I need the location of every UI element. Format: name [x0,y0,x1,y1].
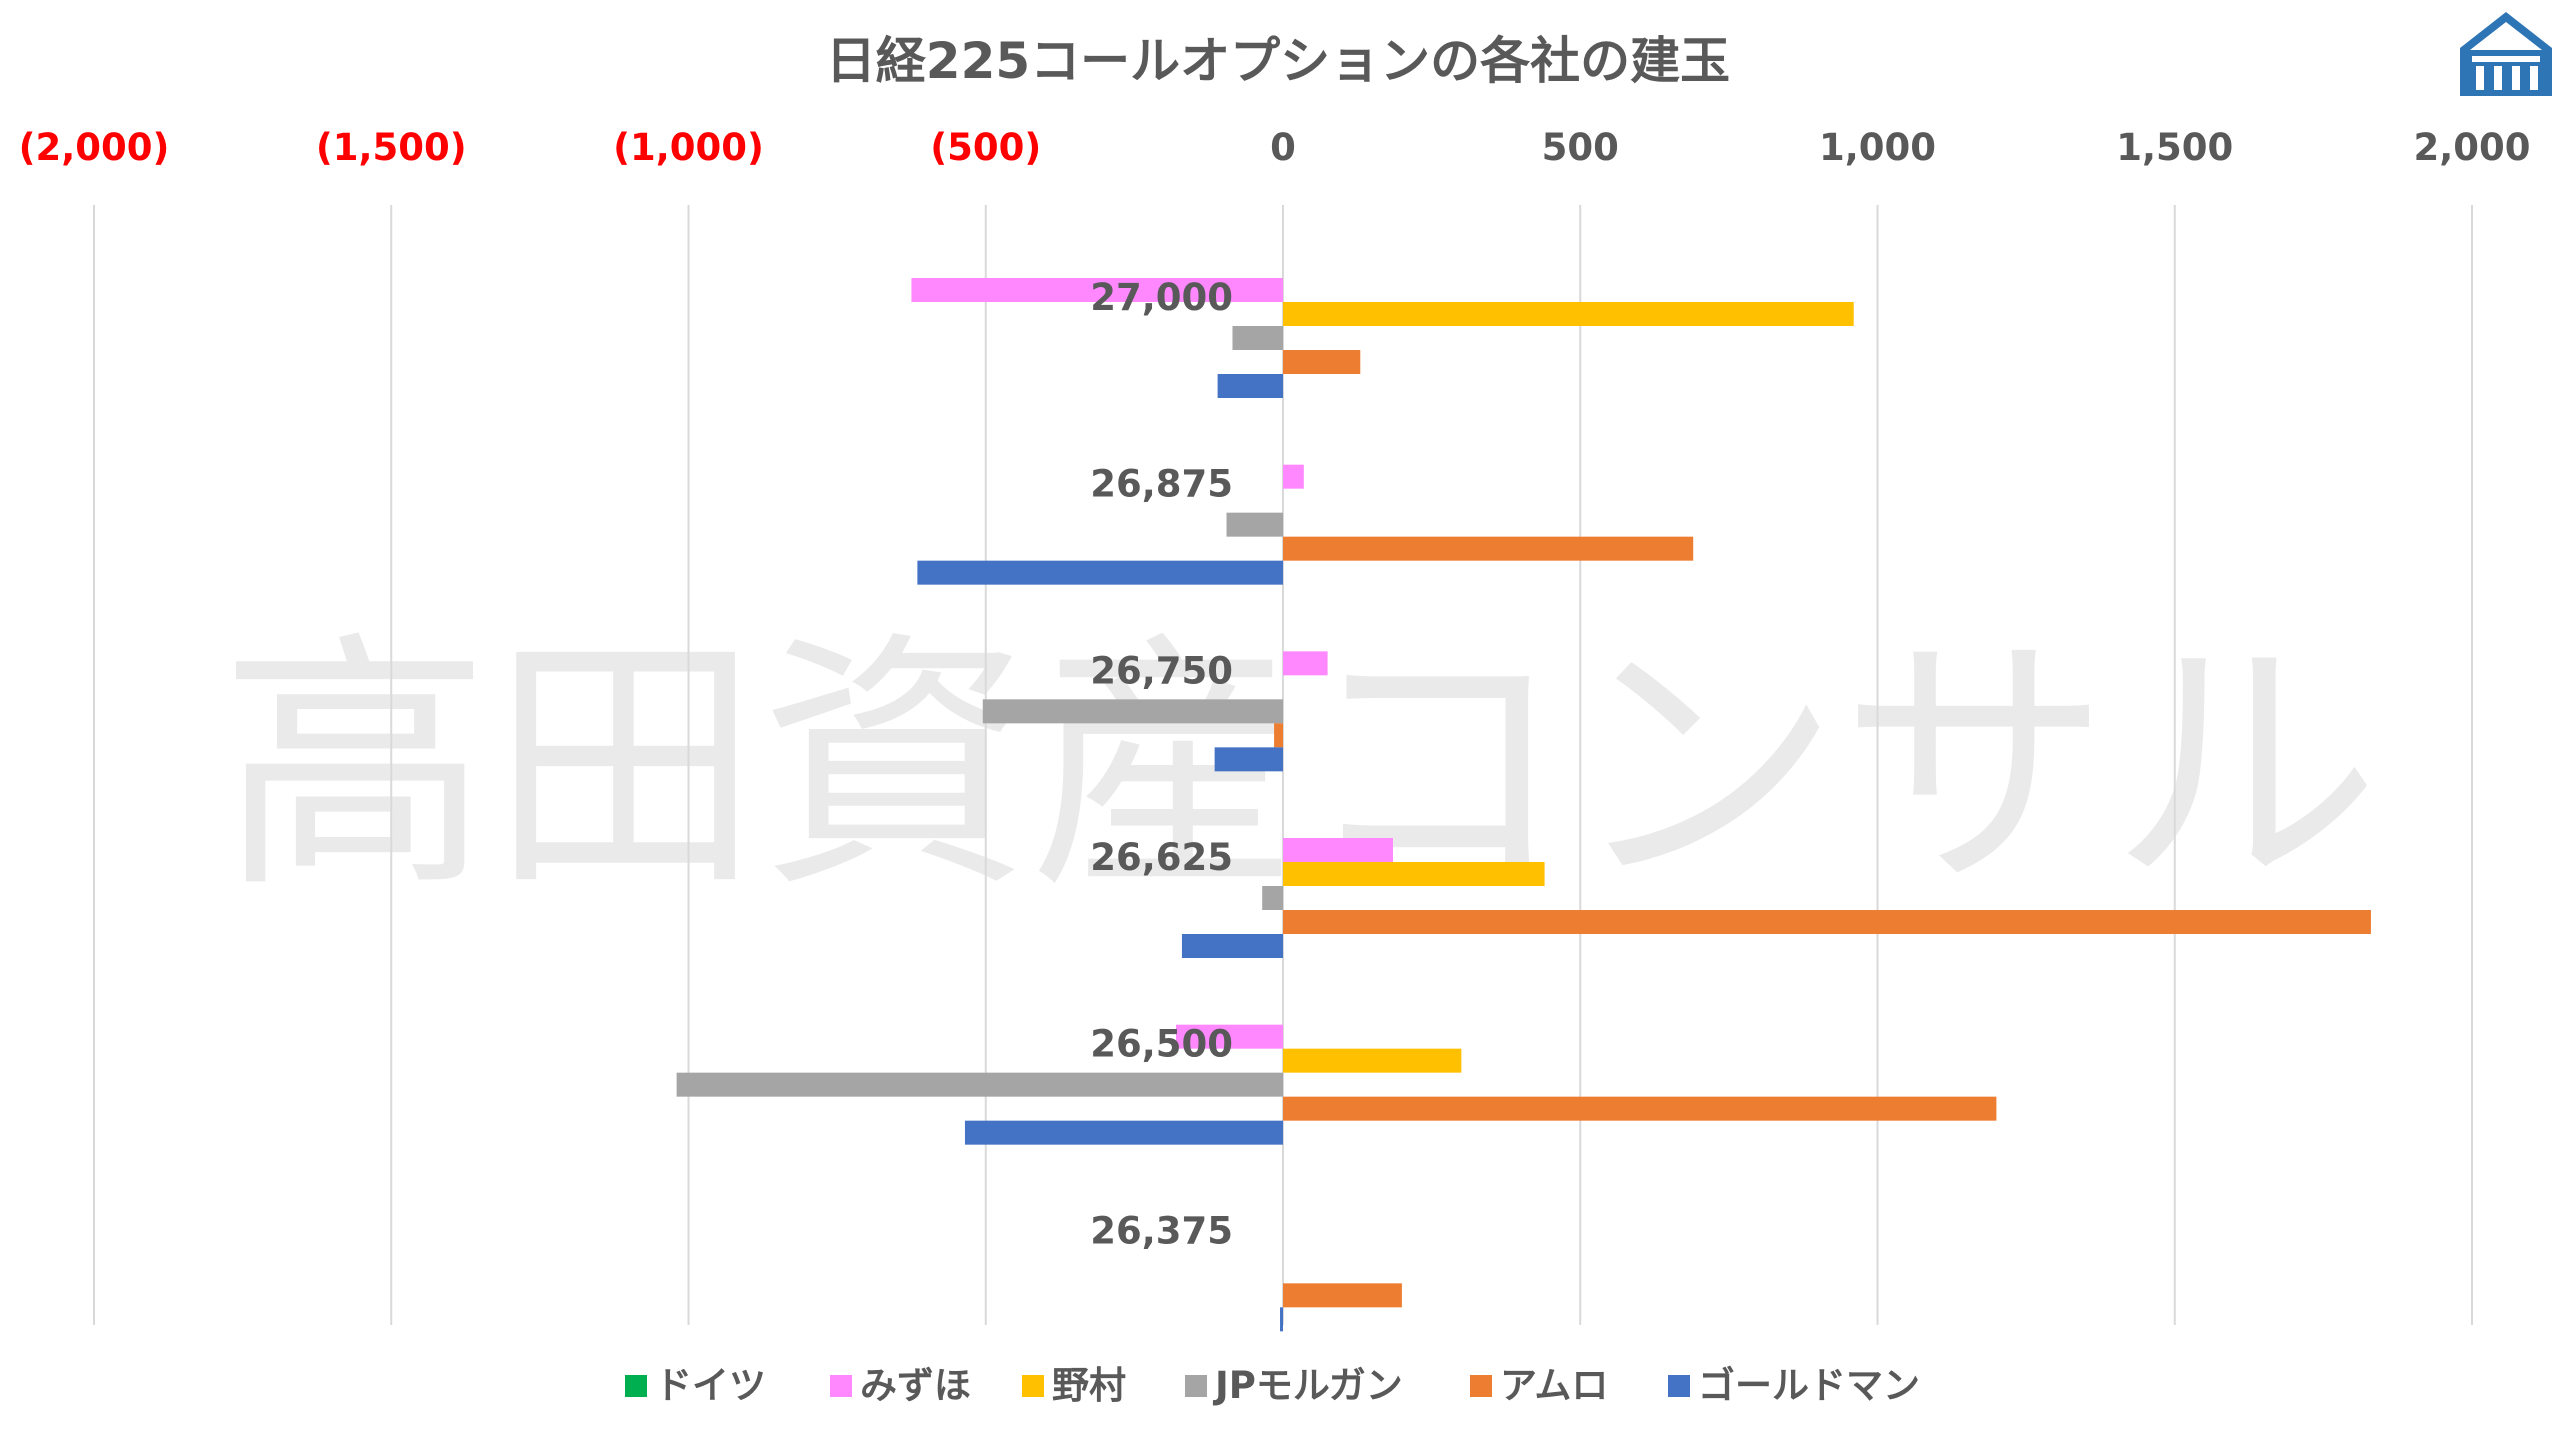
category-labels: 27,000 26,875 26,750 26,625 26,500 26,375 [1090,276,1233,1252]
bars [676,278,2371,1332]
bar [1283,910,2371,934]
bar [1283,862,1545,886]
legend-swatch [1185,1375,1207,1397]
x-tick-label: 500 [1542,126,1619,169]
bar [1175,1024,1283,1049]
bar [1280,1307,1283,1332]
legend-label: 野村 [1052,1364,1126,1407]
bar [1283,464,1304,489]
category-label: 26,750 [1090,649,1233,692]
gridlines [93,205,2473,1325]
legend-swatch [830,1375,852,1397]
x-tick-label: 2,000 [2413,126,2530,169]
x-tick-label: 0 [1270,126,1296,169]
legend: ドイツ みずほ 野村 JPモルガン アムロ ゴールドマン [625,1364,1920,1407]
category-label: 26,875 [1090,463,1233,506]
bar [1283,1096,1997,1121]
bar [1283,1048,1462,1073]
legend-swatch [1022,1375,1044,1397]
x-tick-label: (2,000) [19,126,170,169]
x-tick-label: (1,500) [316,126,467,169]
legend-swatch [1668,1375,1690,1397]
category-label: 26,625 [1090,836,1233,879]
bar [1214,747,1283,772]
category-label: 26,500 [1090,1023,1233,1066]
legend-label: みずほ [860,1364,971,1407]
x-tick-label: 1,000 [1819,126,1936,169]
chart-title: 日経225コールオプションの各社の建玉 [826,32,1730,90]
bar [982,699,1283,724]
x-tick-label: (500) [930,126,1041,169]
bar [911,278,1283,302]
legend-label: ゴールドマン [1698,1364,1920,1407]
bar [1226,512,1283,537]
logo-icon [2460,12,2552,96]
x-axis-ticks: (2,000) (1,500) (1,000) (500) 0 500 1,000 1,500… [19,126,2531,169]
legend-swatch [625,1375,647,1397]
bar [1283,536,1694,561]
bar [1283,1283,1402,1308]
legend-label: ドイツ [655,1364,766,1407]
bar [1274,723,1283,748]
bar [1232,326,1283,350]
x-tick-label: 1,500 [2116,126,2233,169]
category-label: 26,375 [1090,1209,1233,1252]
bar [1283,838,1393,862]
bar [1283,651,1328,676]
bar [917,560,1283,585]
bar [1283,302,1854,326]
bar [964,1120,1283,1145]
legend-label: アムロ [1500,1364,1608,1407]
bar [676,1072,1283,1097]
x-tick-label: (1,000) [613,126,764,169]
legend-label: JPモルガン [1212,1364,1403,1407]
category-label: 27,000 [1090,276,1233,319]
bar [1217,374,1283,398]
bar [1181,934,1283,958]
bar [1262,886,1283,910]
legend-swatch [1470,1375,1492,1397]
bar [1283,350,1361,374]
